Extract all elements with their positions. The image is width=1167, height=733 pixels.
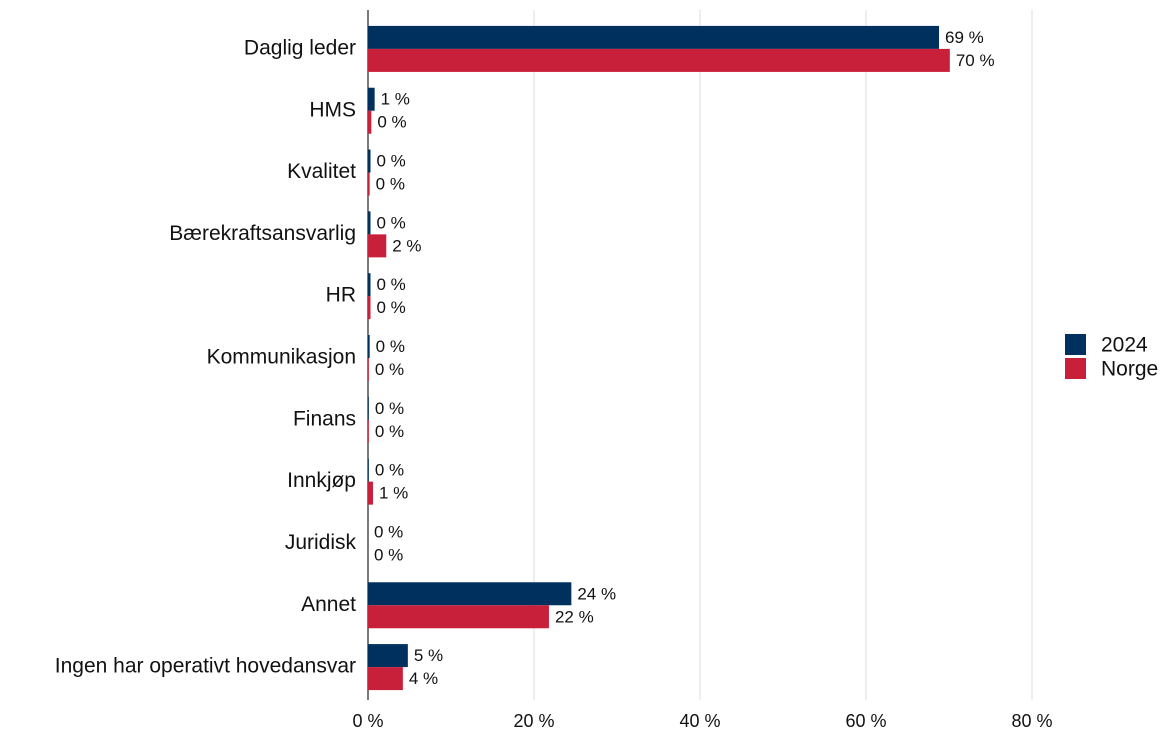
value-label: 0 % <box>375 461 404 480</box>
bar <box>368 48 950 72</box>
value-label: 0 % <box>376 275 405 294</box>
bar <box>368 396 369 420</box>
bar <box>368 458 369 482</box>
x-tick-label: 40 % <box>679 711 720 731</box>
value-label: 0 % <box>376 152 405 171</box>
value-label: 0 % <box>374 522 403 541</box>
category-label: HMS <box>309 98 356 121</box>
value-label: 0 % <box>376 175 405 194</box>
category-label: Bærekraftsansvarlig <box>169 222 356 245</box>
x-tick-label: 20 % <box>513 711 554 731</box>
legend-swatch <box>1065 334 1086 355</box>
bar <box>368 149 371 173</box>
value-label: 0 % <box>374 545 403 564</box>
bar <box>368 172 370 196</box>
bar <box>368 644 408 668</box>
category-label: Ingen har operativt hovedansvar <box>55 655 356 678</box>
value-label: 4 % <box>409 669 438 688</box>
value-label: 0 % <box>375 399 404 418</box>
x-tick-label: 60 % <box>845 711 886 731</box>
value-label: 0 % <box>376 298 405 317</box>
bar <box>368 667 403 691</box>
x-tick-label: 80 % <box>1011 711 1052 731</box>
bar <box>368 296 371 320</box>
value-label: 0 % <box>375 422 404 441</box>
value-label: 70 % <box>956 51 995 70</box>
bar <box>368 234 387 258</box>
bar <box>368 582 572 606</box>
bar <box>368 211 371 235</box>
x-tick-label: 0 % <box>352 711 383 731</box>
bar <box>368 110 372 134</box>
value-label: 0 % <box>376 337 405 356</box>
category-label: Kommunikasjon <box>207 346 356 369</box>
category-label: Innkjøp <box>287 469 356 492</box>
value-label: 2 % <box>392 236 421 255</box>
category-label: Finans <box>293 407 356 430</box>
legend-label: Norge <box>1101 358 1158 381</box>
value-label: 0 % <box>377 113 406 132</box>
category-label: Kvalitet <box>287 160 356 183</box>
bar <box>368 87 375 111</box>
legend-swatch <box>1065 358 1086 379</box>
value-label: 69 % <box>945 28 984 47</box>
value-label: 1 % <box>381 90 410 109</box>
value-label: 24 % <box>577 584 616 603</box>
bar <box>368 335 370 358</box>
value-label: 22 % <box>555 607 594 626</box>
value-label: 0 % <box>376 213 405 232</box>
category-label: Juridisk <box>285 531 357 554</box>
value-label: 1 % <box>379 484 408 503</box>
legend-label: 2024 <box>1101 334 1148 357</box>
bar <box>368 605 549 629</box>
bar <box>368 25 940 49</box>
category-label: Daglig leder <box>244 36 356 59</box>
bar <box>368 358 369 381</box>
category-label: Annet <box>301 593 356 616</box>
category-label: HR <box>326 284 356 307</box>
value-label: 5 % <box>414 646 443 665</box>
value-label: 0 % <box>375 360 404 379</box>
bar <box>368 481 373 505</box>
bar <box>368 419 369 443</box>
bar <box>368 273 371 297</box>
